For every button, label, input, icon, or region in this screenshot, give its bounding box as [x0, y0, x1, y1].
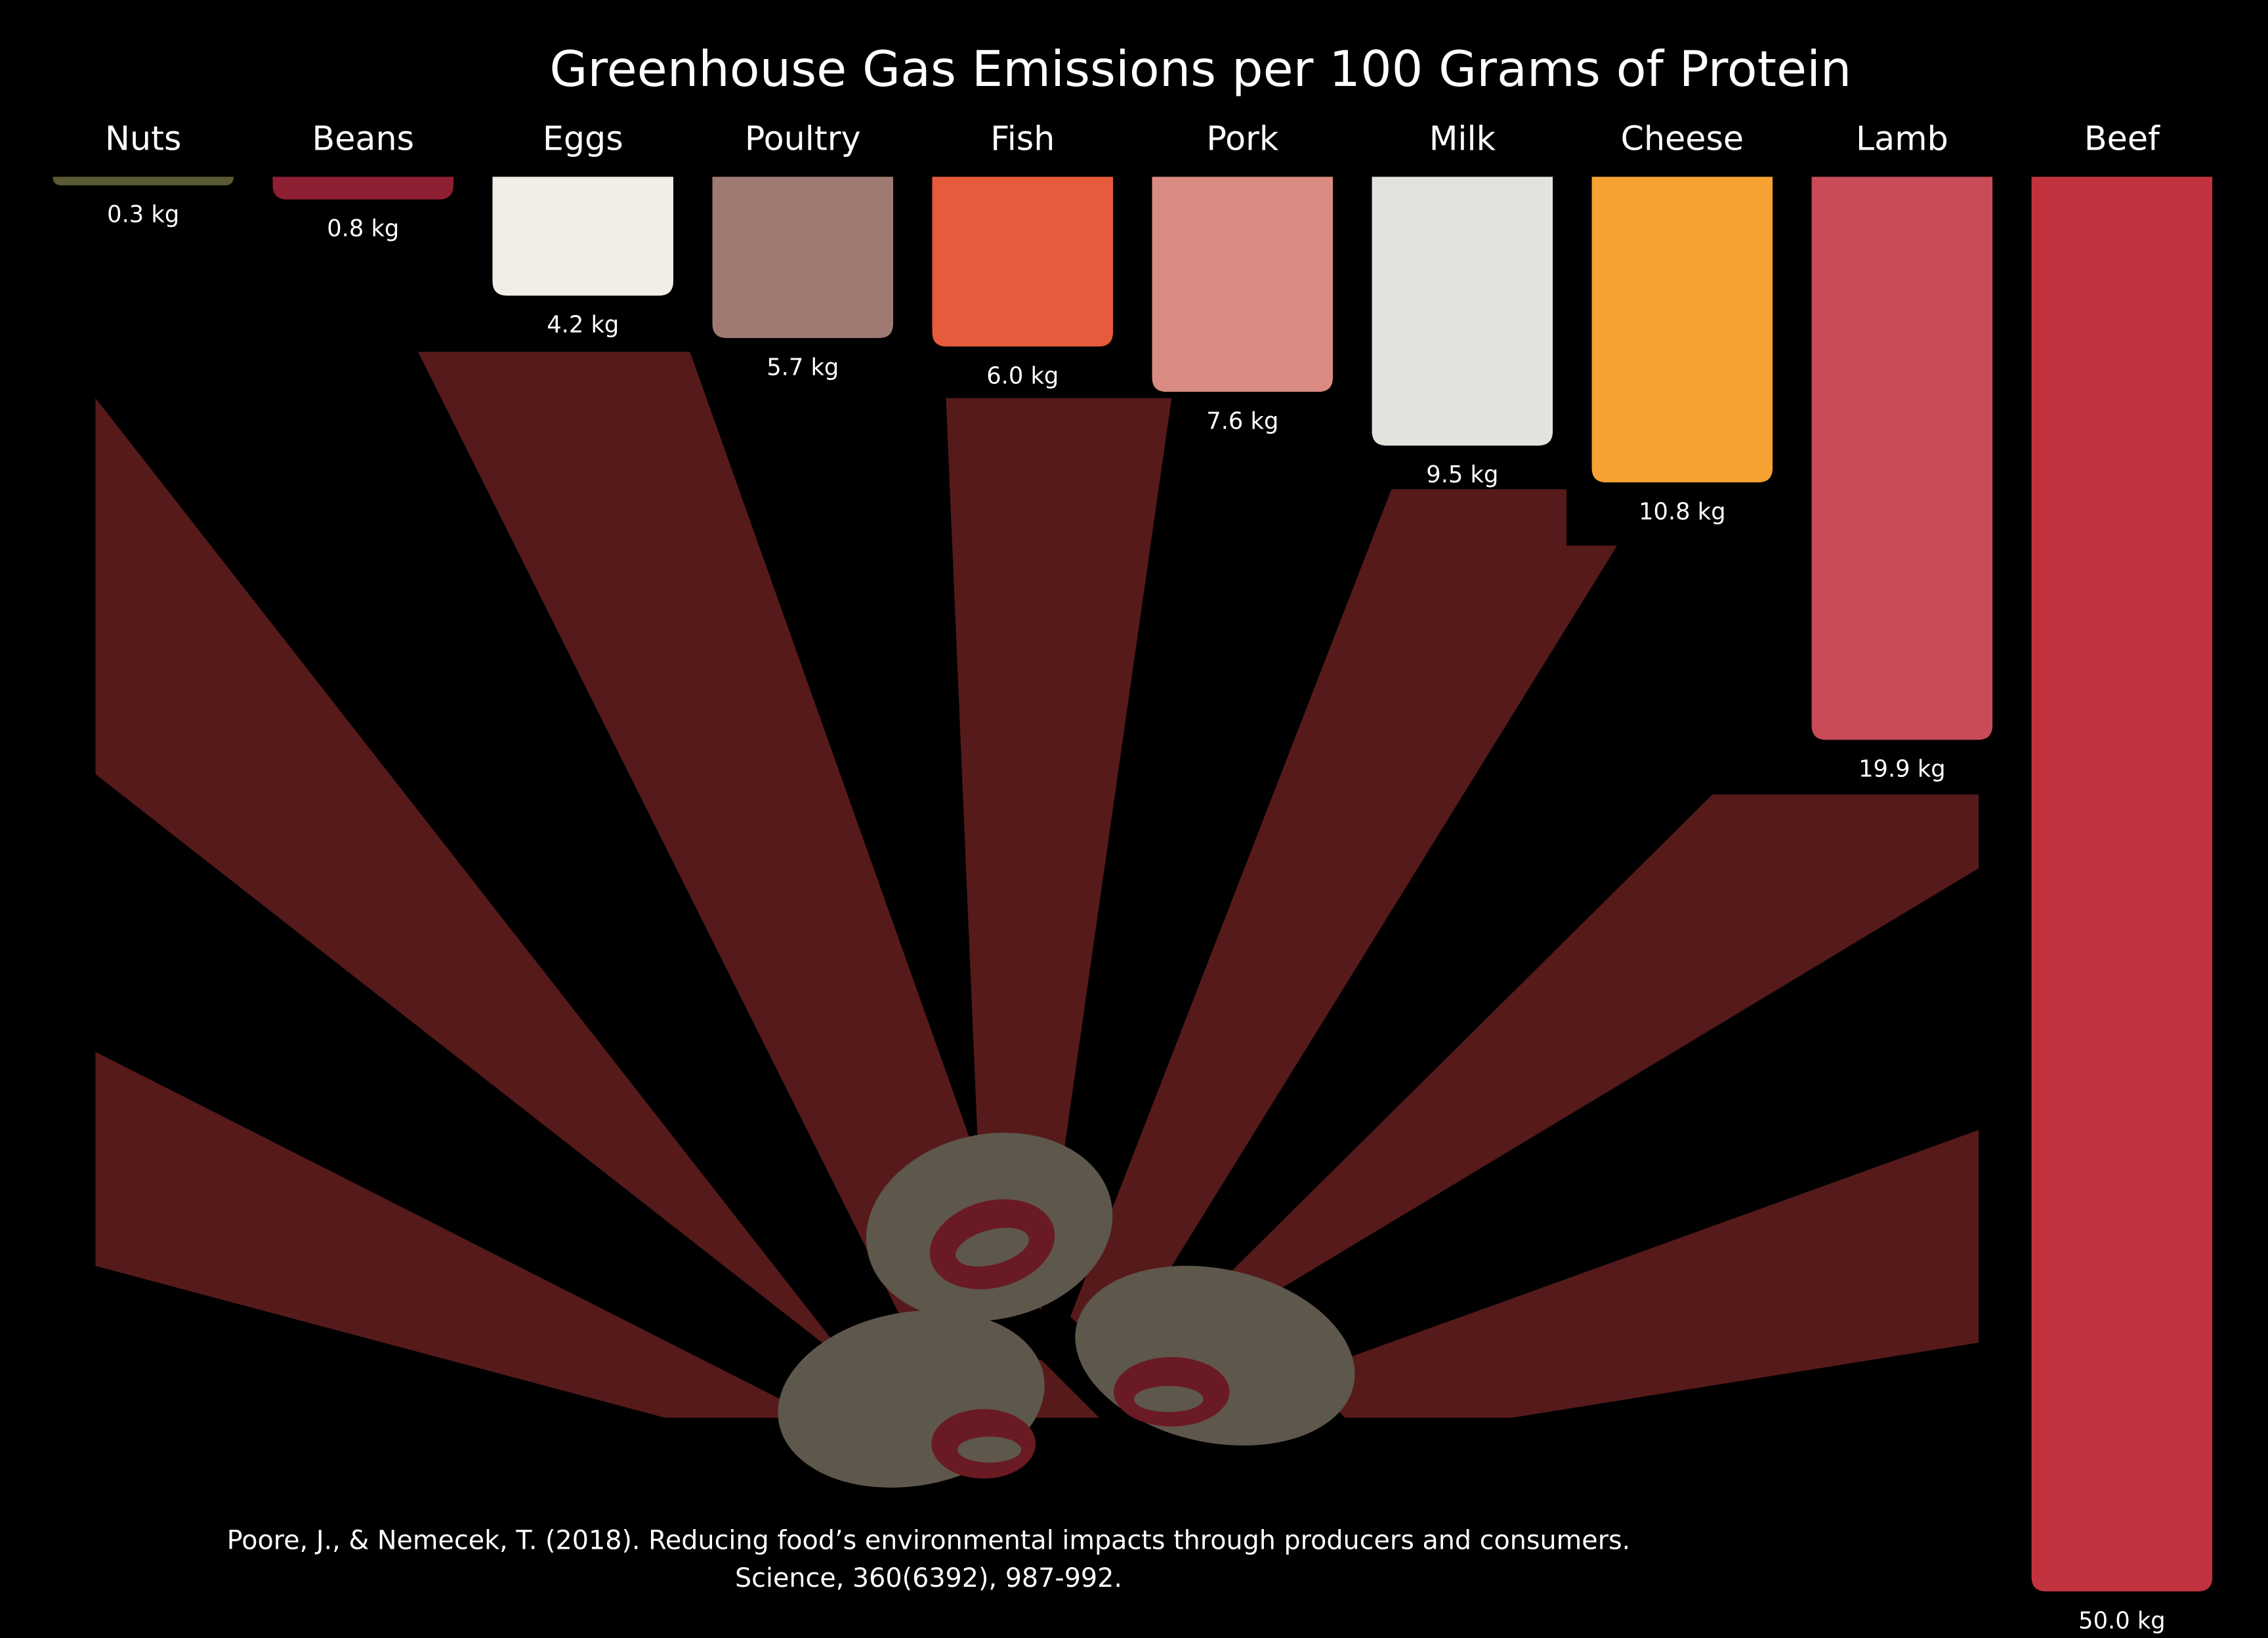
chart-title: Greenhouse Gas Emissions per 100 Grams o…: [549, 40, 1851, 98]
category-label: Beef: [2084, 119, 2160, 158]
ray: [1229, 794, 1979, 1303]
bar: [272, 177, 453, 200]
value-label: 0.3 kg: [107, 201, 179, 228]
bar: [1372, 177, 1553, 446]
category-label: Nuts: [105, 119, 181, 158]
source: Science, 360(6392), 987-992.: [735, 1563, 1122, 1593]
value-label: 10.8 kg: [1639, 498, 1725, 525]
decoration-beans: [778, 1133, 1355, 1488]
value-label: 4.2 kg: [547, 312, 619, 339]
bean-hilum-inner: [957, 1437, 1022, 1463]
value-label: 19.9 kg: [1858, 756, 1945, 783]
bar: [492, 177, 673, 296]
value-label: 5.7 kg: [766, 354, 839, 381]
source: Poore, J., & Nemecek, T. (2018). Reducin…: [227, 1526, 1631, 1556]
category-label: Poultry: [745, 119, 861, 158]
category-label: Eggs: [543, 119, 623, 158]
bean-hilum-inner: [1134, 1386, 1204, 1412]
category-label: Lamb: [1856, 119, 1948, 158]
ray: [95, 398, 854, 1368]
category-label: Pork: [1206, 119, 1279, 158]
value-label: 9.5 kg: [1426, 461, 1498, 488]
bar: [932, 177, 1114, 347]
bean-hilum-inner: [956, 1227, 1029, 1267]
ray: [417, 352, 1013, 1324]
bar: [1152, 177, 1334, 392]
ray: [946, 398, 1172, 1310]
bar: [2031, 177, 2213, 1591]
category-label: Fish: [990, 119, 1055, 158]
bar: [712, 177, 894, 339]
ray: [1070, 489, 1618, 1360]
bar: [1811, 177, 1993, 740]
category-label: Milk: [1429, 119, 1496, 158]
value-label: 50.0 kg: [2078, 1607, 2165, 1634]
category-label: Cheese: [1621, 119, 1744, 158]
category-label: Beans: [312, 119, 414, 158]
value-label: 7.6 kg: [1206, 408, 1278, 434]
value-label: 6.0 kg: [986, 362, 1059, 389]
value-label: 0.8 kg: [327, 215, 399, 242]
bar: [1591, 177, 1773, 482]
bar: [52, 177, 234, 186]
ray: [1301, 1129, 1979, 1418]
